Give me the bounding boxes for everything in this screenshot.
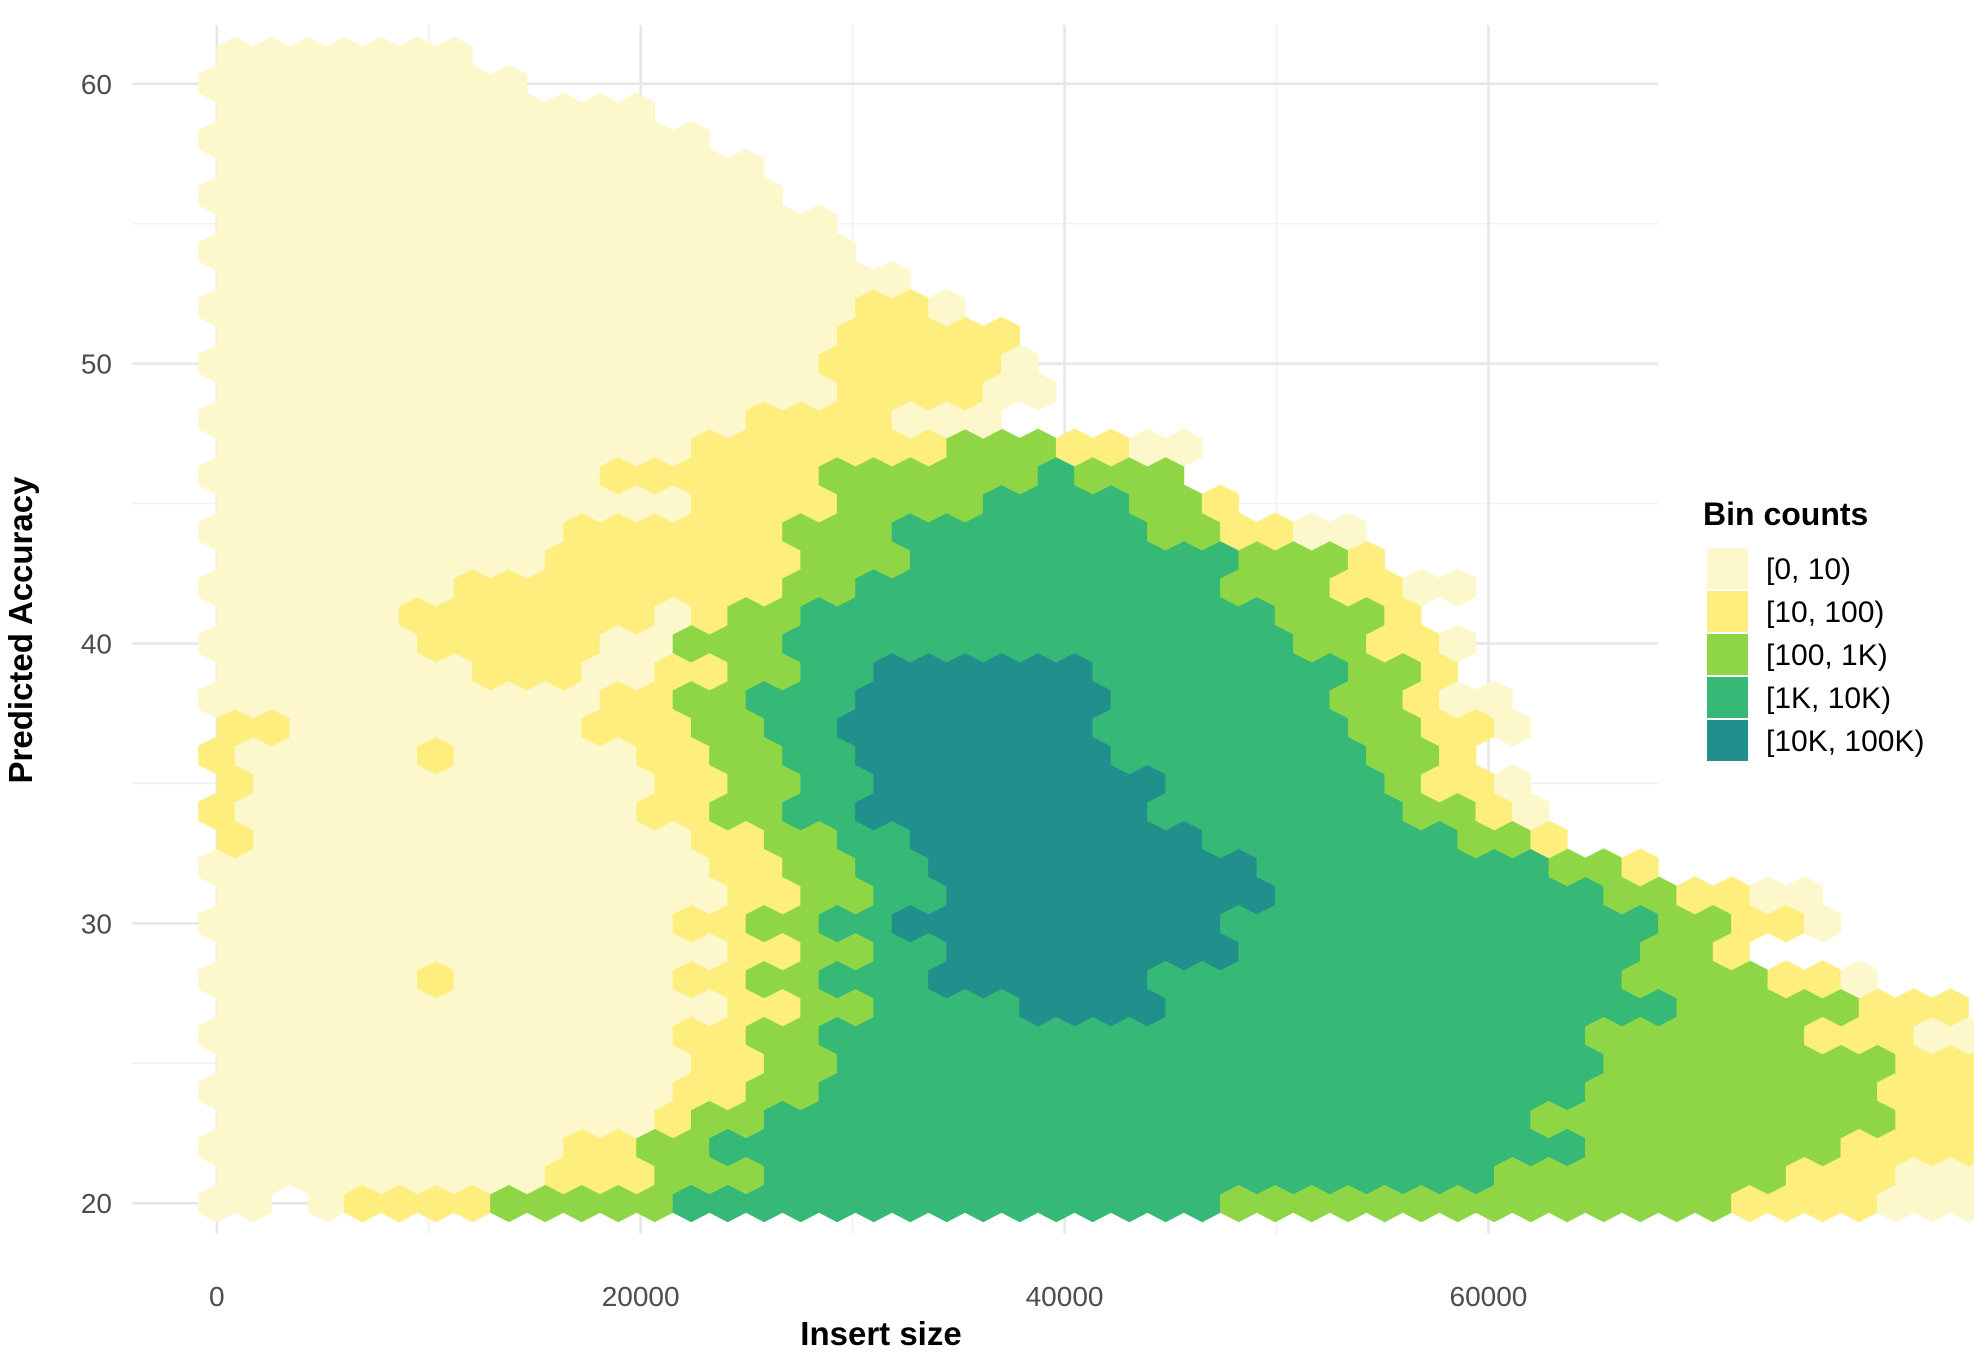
- legend-label: [10K, 100K): [1766, 725, 1924, 758]
- hex-bin: [1840, 960, 1878, 999]
- hex-bin: [727, 148, 765, 187]
- hex-bin: [873, 260, 911, 299]
- legend: Bin counts [0, 10) [10, 100) [100, 1K) [1K,…: [1703, 496, 1924, 761]
- hex-bin: [617, 92, 656, 131]
- legend-swatch: [1707, 677, 1748, 718]
- legend-swatch: [1707, 720, 1748, 761]
- y-axis-ticks: 20 30 40 50 60: [81, 69, 112, 1219]
- y-axis-title: Predicted Accuracy: [2, 476, 39, 784]
- hex-bin: [1439, 624, 1477, 663]
- hex-bin: [435, 36, 473, 75]
- y-tick-label: 30: [81, 908, 112, 939]
- hex-bin: [1493, 764, 1531, 803]
- x-tick-label: 60000: [1450, 1281, 1528, 1312]
- hex-bin: [490, 64, 528, 103]
- hex-bin: [800, 204, 838, 243]
- legend-label: [10, 100): [1766, 596, 1884, 629]
- legend-label: [100, 1K): [1766, 639, 1888, 672]
- x-tick-label: 0: [209, 1281, 225, 1312]
- legend-swatch: [1707, 634, 1748, 675]
- x-tick-label: 20000: [602, 1281, 680, 1312]
- hex-bin: [672, 120, 710, 159]
- y-tick-label: 40: [81, 628, 112, 659]
- x-tick-label: 40000: [1026, 1281, 1104, 1312]
- legend-title: Bin counts: [1703, 496, 1868, 532]
- hex-bin: [1621, 848, 1659, 887]
- legend-swatch: [1707, 548, 1748, 589]
- x-axis-ticks: 0 20000 40000 60000: [209, 1281, 1527, 1312]
- hex-bin: [1785, 876, 1823, 915]
- legend-label: [0, 10): [1766, 553, 1851, 586]
- y-tick-label: 20: [81, 1188, 112, 1219]
- hex-bin: [982, 316, 1021, 355]
- hex-bin: [1201, 484, 1239, 523]
- y-tick-label: 60: [81, 69, 112, 100]
- hex-bin: [1329, 512, 1367, 551]
- hex-bin: [1165, 428, 1203, 467]
- y-tick-label: 50: [81, 349, 112, 380]
- legend-swatch: [1707, 591, 1748, 632]
- legend-label: [1K, 10K): [1766, 682, 1891, 715]
- x-axis-title: Insert size: [800, 1315, 961, 1352]
- hex-bins: [198, 36, 1974, 1223]
- hex-bin: [1931, 988, 1969, 1027]
- hex-bin: [1475, 680, 1513, 719]
- hex-bin: [1439, 568, 1477, 607]
- hex-bin: [928, 288, 966, 327]
